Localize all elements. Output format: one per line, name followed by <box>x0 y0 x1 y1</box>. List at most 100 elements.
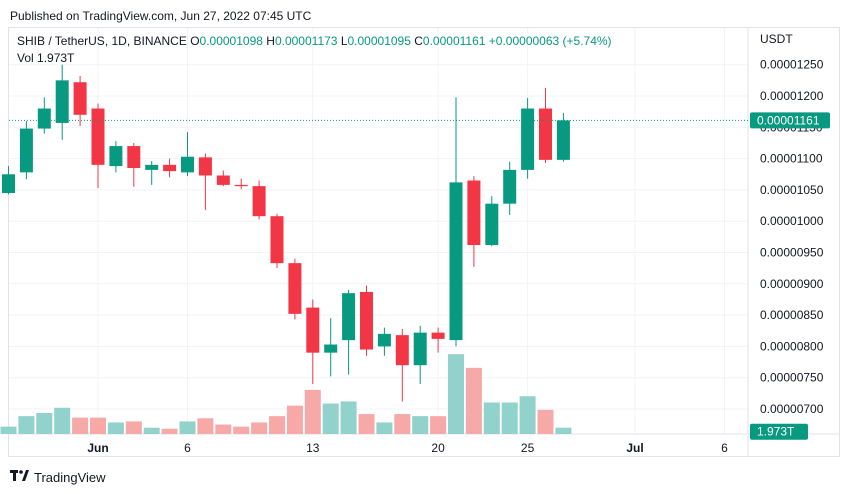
published-note: Published on TradingView.com, Jun 27, 20… <box>10 9 312 23</box>
volume-bar <box>0 426 17 434</box>
candle-body <box>19 128 33 173</box>
low-label: L <box>340 34 348 48</box>
volume-bar <box>430 416 447 434</box>
y-tick-label: 0.00000700 <box>760 402 824 416</box>
volume-bar <box>18 416 35 434</box>
footer-brand[interactable]: TradingView <box>10 470 106 485</box>
volume-bar <box>90 417 106 434</box>
volume-bar <box>412 416 429 434</box>
candle-body <box>556 120 570 160</box>
y-tick-label: 0.00001050 <box>760 183 824 197</box>
volume-bar <box>358 414 375 434</box>
volume-bar <box>215 424 232 434</box>
volume-bar <box>340 401 357 434</box>
candle-body <box>395 335 409 366</box>
volume-bar <box>465 367 482 434</box>
y-tick-label: 0.00001200 <box>760 89 824 103</box>
volume-bar <box>304 389 321 434</box>
open-value: 0.00001098 <box>199 34 263 48</box>
candle-body <box>2 174 15 194</box>
candle-body <box>145 164 159 170</box>
candle-body <box>252 186 266 217</box>
symbol-label[interactable]: SHIB / TetherUS, 1D, BINANCE <box>17 34 187 48</box>
y-tick-label: 0.00000950 <box>760 246 824 260</box>
x-tick-label: 25 <box>521 441 535 455</box>
candle-body <box>37 108 51 129</box>
x-tick-label: 6 <box>721 441 728 455</box>
high-value: 0.00001173 <box>274 34 338 48</box>
open-label: O <box>190 34 200 48</box>
volume-bar <box>394 414 411 434</box>
candle-body <box>127 146 141 168</box>
y-tick-label: 0.00001100 <box>760 152 823 166</box>
candle-body <box>198 157 212 176</box>
volume-bars <box>0 354 572 434</box>
candle-body <box>539 108 552 160</box>
volume-bar <box>125 421 142 434</box>
candle-body <box>73 82 87 115</box>
y-tick-label: 0.00001000 <box>760 214 824 228</box>
volume-bar <box>107 422 124 434</box>
volume-bar <box>269 416 285 434</box>
candle-body <box>306 307 320 353</box>
volume-bar <box>36 413 53 434</box>
volume-bar <box>376 422 393 434</box>
candle-body <box>234 184 248 187</box>
volume-bar <box>179 421 196 434</box>
change-value: +0.00000063 (+5.74%) <box>488 34 612 48</box>
candle-body <box>360 291 373 350</box>
price-axis: 0.00000700 0.00000750 0.00000800 0.00000850… <box>760 32 824 416</box>
high-label: H <box>266 34 275 48</box>
chart-frame <box>8 27 840 457</box>
volume-bar <box>519 396 536 434</box>
x-tick-label: 20 <box>431 441 445 455</box>
x-tick-label: 13 <box>306 441 320 455</box>
x-tick-label: Jun <box>87 441 108 455</box>
overlays: 0.00001161 1.973T <box>9 112 830 440</box>
candle-body <box>431 332 445 339</box>
last-volume-label: 1.973T <box>757 425 795 439</box>
candle-body <box>181 156 194 173</box>
volume-label[interactable]: Vol <box>17 51 34 65</box>
close-value: 0.00001161 <box>422 34 486 48</box>
volume-bar <box>197 418 214 434</box>
volume-bar <box>251 422 268 434</box>
candle-body <box>163 164 177 172</box>
candle-body <box>377 333 391 347</box>
candle-body <box>270 216 284 264</box>
time-axis: Jun 6 13 20 25 Jul 6 <box>87 441 728 455</box>
volume-bar <box>143 427 160 434</box>
close-label: C <box>414 34 423 48</box>
tradingview-logo-icon <box>10 470 30 485</box>
volume-bar <box>322 403 339 434</box>
grid-lines <box>9 28 840 456</box>
candle-body <box>467 180 481 245</box>
candle-body <box>109 146 123 167</box>
candle-body <box>288 263 302 314</box>
volume-bar <box>72 417 89 434</box>
y-tick-label: 0.00000750 <box>760 371 824 385</box>
volume-bar <box>555 427 572 434</box>
volume-bar <box>537 409 554 434</box>
candle-body <box>521 108 535 170</box>
candle-body <box>503 169 517 204</box>
brand-name: TradingView <box>34 470 106 485</box>
last-price-label: 0.00001161 <box>757 113 820 127</box>
candle-body <box>324 344 338 353</box>
volume-bar <box>483 402 500 434</box>
low-value: 0.00001095 <box>347 34 411 48</box>
last-price-badge <box>750 112 830 129</box>
candle-body <box>413 332 427 366</box>
candle-body <box>449 182 463 341</box>
volume-bar <box>448 354 464 434</box>
candle-body <box>91 108 105 165</box>
x-tick-label: Jul <box>626 441 643 455</box>
x-tick-label: 6 <box>184 441 191 455</box>
volume-bar <box>161 428 178 434</box>
volume-legend: Vol 1.973T <box>17 51 74 65</box>
y-tick-label: 0.00000800 <box>760 339 824 353</box>
currency-label: USDT <box>760 32 793 46</box>
volume-bar <box>501 402 518 434</box>
y-tick-label: 0.00000900 <box>760 277 824 291</box>
